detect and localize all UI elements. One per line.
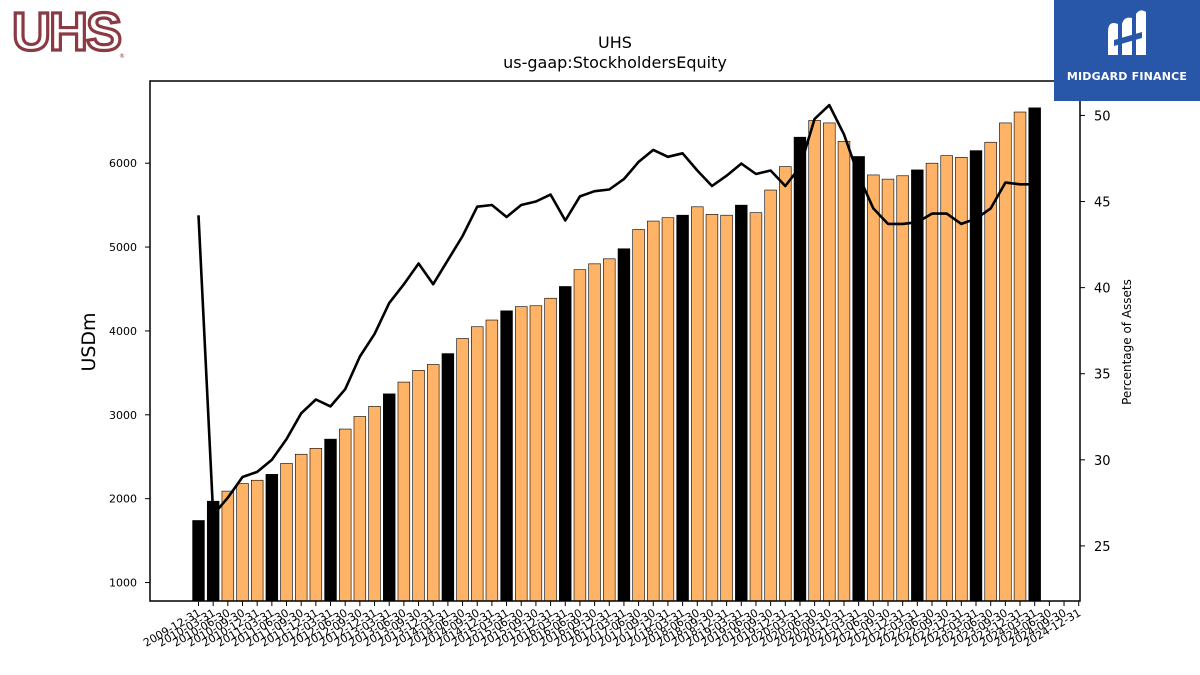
y-tick-label: 5000	[109, 241, 137, 254]
bar-2020-09-30	[823, 122, 836, 602]
bar-2022-06-30	[925, 162, 939, 602]
bar-2020-06-30	[808, 120, 821, 602]
bar-2019-12-31	[779, 166, 792, 602]
bar-2012-03-31	[324, 438, 337, 602]
bar-2014-03-31	[441, 353, 455, 602]
bar-2019-03-31	[735, 204, 748, 602]
uhs-logo-text: UHS	[12, 6, 120, 60]
bar-2014-12-31	[485, 319, 499, 602]
bar-2012-09-30	[353, 416, 367, 602]
right-y-axis-label: Percentage of Assets	[1120, 279, 1134, 405]
bar-2011-12-31	[309, 448, 323, 602]
bar-2014-09-30	[471, 326, 484, 602]
bar-2011-09-30	[294, 453, 308, 602]
bars-layer	[192, 107, 1041, 602]
bar-2011-03-31	[265, 474, 279, 602]
bar-2020-12-31	[837, 141, 851, 602]
bar-2013-09-30	[412, 370, 425, 602]
bar-2021-06-30	[867, 174, 880, 602]
y-tick-label: 6000	[109, 157, 137, 170]
bar-2022-09-30	[940, 155, 953, 602]
bar-2018-06-30	[691, 206, 704, 602]
bar-2021-03-31	[852, 156, 865, 602]
y2-tick-label: 35	[1094, 368, 1111, 383]
line-layer	[197, 103, 1035, 517]
bar-2011-06-30	[280, 463, 293, 602]
y-tick-label: 2000	[109, 493, 137, 506]
y-tick-label: 4000	[109, 325, 137, 338]
y2-tick-label: 40	[1094, 282, 1111, 297]
bar-2016-12-31	[603, 258, 616, 602]
y-axis-label: USDm	[78, 312, 100, 371]
y2-tick-label: 25	[1094, 540, 1111, 555]
bar-2017-06-30	[632, 229, 645, 602]
bar-2010-09-30	[236, 483, 249, 602]
chart-title: UHS	[598, 33, 632, 52]
chart-subtitle: us-gaap:StockholdersEquity	[503, 53, 727, 72]
bar-2013-12-31	[427, 364, 440, 602]
plot-frame	[149, 80, 1081, 602]
bar-2023-09-30	[999, 122, 1012, 602]
svg-text:®: ®	[119, 53, 125, 60]
right-y-axis: 25 30 35 40 45 50	[1080, 109, 1111, 555]
percentage-of-assets-line	[197, 103, 1035, 517]
bar-2013-06-30	[397, 381, 411, 602]
x-axis: 2009-12-312010-03-312010-06-302010-09-30…	[141, 601, 1083, 650]
bar-2014-06-30	[456, 338, 469, 602]
midgard-logo-icon	[1108, 10, 1146, 56]
bar-2018-12-31	[720, 214, 733, 602]
bar-2015-09-30	[529, 305, 543, 602]
y2-tick-label: 50	[1094, 109, 1111, 124]
left-y-axis: 1000 2000 3000 4000 5000 6000	[109, 157, 150, 590]
bar-2010-12-31	[250, 479, 264, 602]
bar-2021-09-30	[881, 178, 895, 602]
bar-2015-12-31	[544, 297, 557, 602]
bar-2019-06-30	[749, 212, 763, 602]
bar-2017-12-31	[661, 217, 675, 602]
bar-2015-03-31	[500, 310, 513, 602]
bar-2018-09-30	[705, 214, 719, 602]
midgard-finance-badge: MIDGARD FINANCE	[1054, 0, 1200, 101]
bar-2016-03-31	[559, 286, 572, 602]
y2-tick-label: 45	[1094, 196, 1111, 211]
uhs-logo-mark: UHS ®	[10, 0, 125, 63]
uhs-logo: UHS ®	[6, 0, 126, 63]
y-tick-label: 3000	[109, 409, 137, 422]
bar-2018-03-31	[676, 214, 689, 602]
bar-2010-06-30	[221, 490, 235, 602]
brand-name: MIDGARD FINANCE	[1066, 70, 1188, 83]
bar-2016-06-30	[573, 269, 587, 602]
bar-2009-12-31	[192, 520, 205, 602]
bar-2016-09-30	[588, 263, 601, 602]
bar-2017-03-31	[617, 248, 631, 602]
y-tick-label: 1000	[109, 577, 137, 590]
bar-2020-03-31	[793, 136, 807, 602]
bar-2022-03-31	[911, 169, 924, 602]
bar-2013-03-31	[383, 393, 396, 602]
bar-2024-03-31	[1028, 107, 1041, 602]
bar-2012-12-31	[368, 406, 381, 602]
bar-2017-09-30	[647, 220, 660, 602]
bar-2012-06-30	[338, 428, 352, 602]
bar-2021-12-31	[896, 175, 909, 602]
bar-2015-06-30	[515, 306, 528, 602]
bar-2019-09-30	[764, 189, 777, 602]
y2-tick-label: 30	[1094, 454, 1111, 469]
